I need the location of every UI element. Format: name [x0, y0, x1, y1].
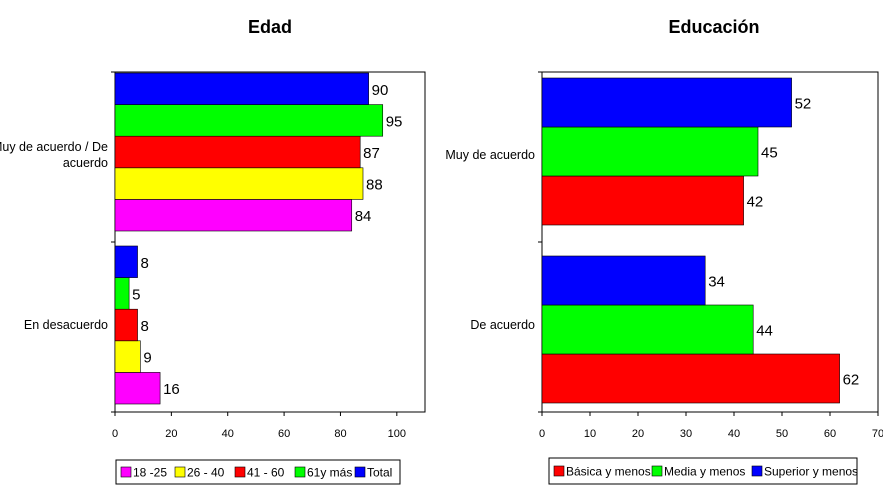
bar: [541, 126, 759, 177]
legend-label: 61y más: [307, 466, 352, 480]
x-tick-label: 70: [872, 428, 883, 440]
x-tick-label: 80: [334, 428, 346, 440]
category-label: Muy de acuerdo / De: [0, 140, 108, 154]
bar: [114, 104, 384, 137]
category-label: En desacuerdo: [24, 318, 108, 332]
legend-label: Superior y menos: [764, 465, 858, 479]
bar: [114, 135, 361, 169]
data-label: 84: [355, 208, 372, 225]
data-label: 45: [761, 145, 778, 162]
data-label: 5: [132, 286, 140, 303]
data-label: 44: [756, 323, 773, 340]
data-label: 90: [372, 82, 389, 99]
data-label: 42: [747, 194, 764, 211]
bar: [114, 199, 353, 232]
category-label: De acuerdo: [470, 318, 535, 332]
x-tick-label: 40: [728, 428, 740, 440]
bar: [541, 304, 754, 355]
x-tick-label: 60: [278, 428, 290, 440]
x-tick-label: 0: [539, 428, 545, 440]
legend-swatch: [751, 465, 763, 477]
x-tick-label: 100: [388, 428, 406, 440]
data-label: 9: [143, 350, 151, 367]
legend-swatch: [354, 466, 366, 478]
bar: [114, 372, 161, 405]
chart-title: Educación: [668, 17, 759, 37]
legend-label: 26 - 40: [187, 466, 225, 480]
x-tick-label: 0: [112, 428, 118, 440]
data-label: 8: [141, 318, 149, 335]
legend-swatch: [234, 466, 246, 478]
x-tick-label: 30: [680, 428, 692, 440]
bar: [541, 77, 792, 128]
legend-label: Básica y menos: [566, 465, 651, 479]
bar: [114, 245, 138, 278]
data-label: 87: [363, 145, 380, 162]
legend: [548, 457, 858, 485]
legend-swatch: [553, 465, 565, 477]
data-label: 52: [795, 96, 812, 113]
data-label: 95: [386, 113, 403, 130]
legend-swatch: [120, 466, 132, 478]
data-label: 16: [163, 381, 180, 398]
data-label: 8: [141, 255, 149, 272]
bar: [114, 340, 141, 373]
x-tick-label: 50: [776, 428, 788, 440]
legend: [115, 459, 401, 485]
legend-label: 18 -25: [133, 466, 167, 480]
bar: [114, 277, 130, 310]
legend-swatch: [174, 466, 186, 478]
legend-label: Total: [367, 466, 392, 480]
bar: [114, 167, 364, 200]
legend-label: Media y menos: [664, 465, 745, 479]
category-label: acuerdo: [63, 156, 108, 170]
bar: [114, 72, 369, 105]
x-tick-label: 10: [584, 428, 596, 440]
x-tick-label: 20: [165, 428, 177, 440]
x-tick-label: 40: [222, 428, 234, 440]
bar: [541, 175, 744, 226]
legend-label: 41 - 60: [247, 466, 285, 480]
x-tick-label: 20: [632, 428, 644, 440]
category-label: Muy de acuerdo: [445, 148, 535, 162]
chart-2: Educación 0 10 20 30 40 50 60 70 Muy de acuerdo De…: [445, 17, 883, 485]
bar: [541, 353, 840, 404]
legend-swatch: [294, 466, 306, 478]
data-label: 62: [843, 372, 860, 389]
bar: [541, 255, 706, 306]
legend-swatch: [651, 465, 663, 477]
chart-title: Edad: [248, 17, 292, 37]
x-tick-label: 60: [824, 428, 836, 440]
chart-1: Edad 0 20 40 60 80 100 Muy de acuerdo / De acuer…: [0, 17, 426, 485]
data-label: 34: [708, 274, 725, 291]
data-label: 88: [366, 177, 383, 194]
bar: [114, 308, 138, 342]
